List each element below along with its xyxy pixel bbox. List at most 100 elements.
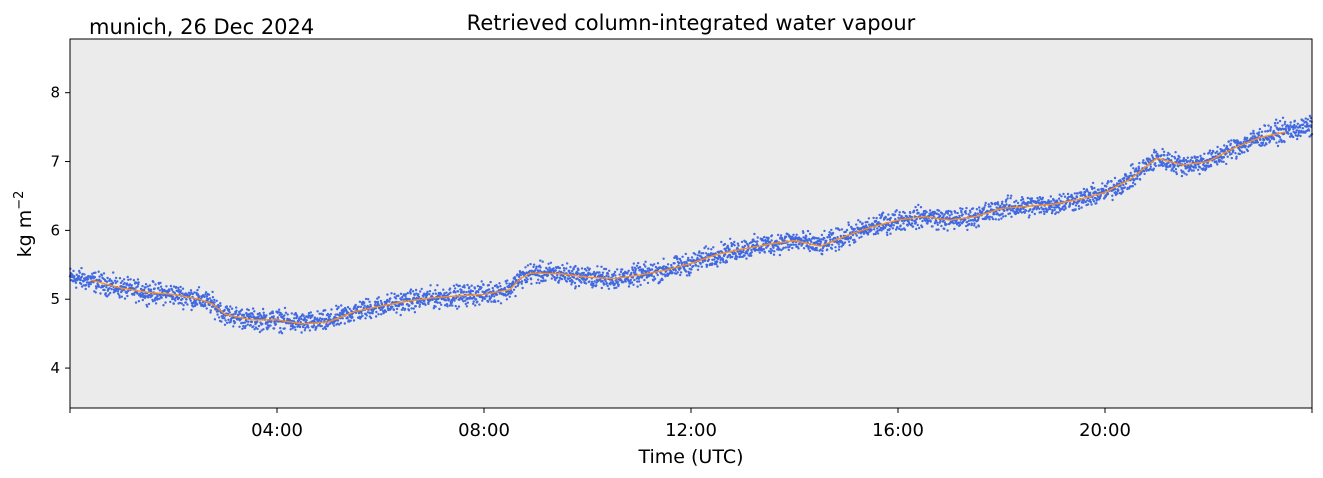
scatter-point	[124, 286, 128, 289]
scatter-point	[632, 269, 635, 272]
scatter-point	[1180, 174, 1184, 178]
scatter-point	[149, 288, 153, 291]
scatter-point	[1202, 157, 1205, 161]
scatter-point	[461, 298, 464, 301]
scatter-point	[1246, 136, 1249, 140]
scatter-point	[243, 326, 247, 330]
scatter-point	[914, 205, 917, 209]
scatter-point	[1242, 140, 1245, 144]
scatter-point	[794, 243, 798, 246]
scatter-point	[954, 211, 957, 214]
scatter-point	[305, 319, 308, 322]
scatter-point	[354, 303, 357, 307]
scatter-point	[1150, 154, 1154, 157]
scatter-point	[1257, 131, 1261, 134]
scatter-point	[286, 313, 289, 316]
scatter-point	[1230, 152, 1233, 155]
scatter-point	[994, 218, 997, 221]
scatter-point	[321, 317, 324, 321]
scatter-point	[525, 276, 528, 279]
scatter-point	[1278, 140, 1281, 143]
scatter-point	[388, 300, 391, 303]
scatter-point	[977, 216, 980, 219]
scatter-point	[853, 238, 856, 242]
scatter-point	[324, 325, 327, 328]
scatter-point	[478, 303, 481, 306]
scatter-point	[1057, 197, 1061, 200]
scatter-point	[1256, 141, 1260, 144]
scatter-point	[714, 252, 717, 255]
y-axis-label-sup: −2	[12, 191, 27, 210]
scatter-point	[505, 298, 509, 301]
scatter-point	[1297, 133, 1300, 137]
scatter-point	[220, 320, 223, 323]
scatter-point	[219, 302, 222, 305]
scatter-point	[1006, 197, 1009, 200]
scatter-point	[284, 311, 288, 314]
scatter-point	[716, 260, 719, 263]
scatter-point	[631, 276, 635, 279]
scatter-point	[633, 278, 636, 282]
scatter-point	[1276, 144, 1280, 148]
scatter-point	[1241, 151, 1244, 154]
scatter-point	[380, 303, 384, 306]
scatter-point	[1252, 132, 1256, 135]
scatter-point	[1265, 143, 1268, 146]
scatter-point	[600, 286, 603, 290]
scatter-point	[188, 297, 192, 301]
scatter-point	[996, 201, 1000, 204]
scatter-point	[690, 268, 693, 271]
scatter-point	[826, 248, 829, 251]
scatter-point	[184, 301, 188, 304]
scatter-point	[1050, 206, 1053, 209]
scatter-point	[1060, 195, 1063, 198]
scatter-point	[857, 219, 860, 222]
scatter-point	[136, 278, 140, 281]
scatter-point	[301, 325, 305, 329]
scatter-point	[821, 249, 824, 253]
scatter-point	[591, 286, 594, 289]
scatter-point	[550, 277, 553, 280]
scatter-point	[728, 248, 731, 251]
scatter-point	[991, 202, 994, 206]
scatter-point	[569, 265, 572, 269]
scatter-point	[937, 228, 940, 231]
scatter-point	[755, 248, 758, 252]
scatter-point	[836, 236, 839, 239]
scatter-point	[390, 292, 393, 295]
scatter-point	[1003, 209, 1006, 212]
scatter-point	[617, 283, 620, 286]
scatter-point	[805, 244, 809, 247]
scatter-point	[1216, 163, 1219, 166]
scatter-point	[277, 308, 281, 311]
scatter-point	[993, 212, 996, 216]
scatter-point	[671, 271, 674, 274]
scatter-point	[137, 283, 140, 286]
scatter-point	[1161, 147, 1164, 151]
scatter-point	[393, 292, 396, 296]
scatter-point	[828, 235, 832, 239]
scatter-point	[348, 307, 351, 311]
scatter-point	[208, 303, 211, 307]
scatter-point	[121, 280, 124, 283]
scatter-point	[640, 276, 644, 279]
scatter-point	[568, 269, 571, 272]
scatter-point	[324, 327, 328, 331]
scatter-point	[411, 302, 414, 305]
scatter-point	[288, 318, 291, 322]
scatter-point	[1264, 130, 1267, 133]
scatter-point	[750, 248, 753, 252]
scatter-point	[260, 329, 263, 332]
scatter-point	[589, 273, 593, 276]
scatter-point	[734, 252, 737, 255]
scatter-point	[269, 317, 272, 320]
scatter-point	[1132, 167, 1135, 170]
scatter-point	[950, 213, 953, 216]
scatter-point	[164, 301, 167, 304]
scatter-point	[1000, 217, 1003, 220]
scatter-point	[1041, 196, 1045, 199]
scatter-point	[1010, 194, 1013, 197]
scatter-point	[524, 266, 527, 269]
scatter-point	[403, 307, 407, 311]
scatter-point	[91, 275, 95, 278]
